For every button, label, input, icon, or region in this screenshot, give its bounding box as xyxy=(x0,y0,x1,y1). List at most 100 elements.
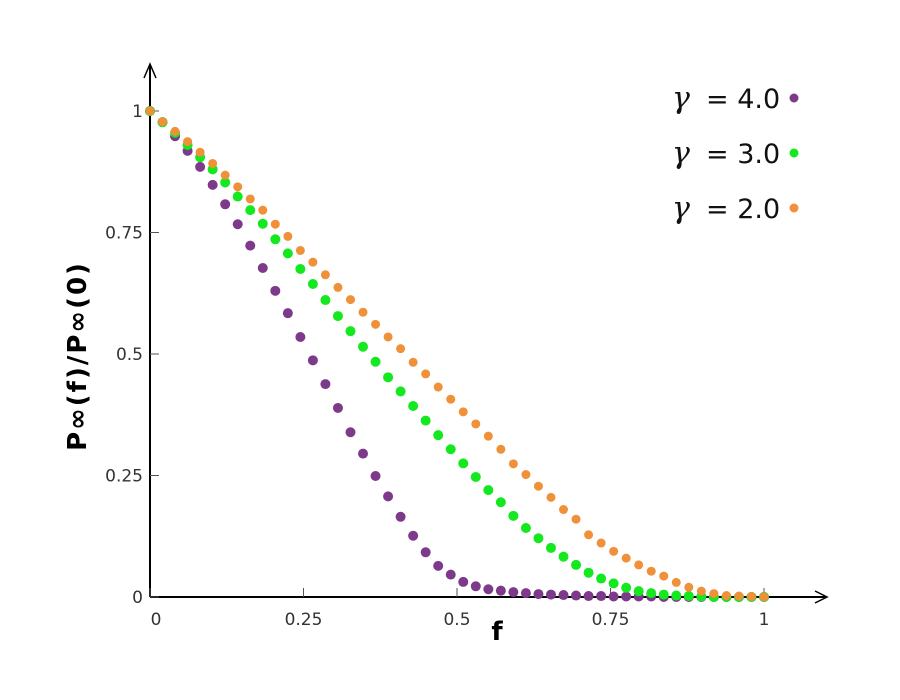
y-tick-label: 0.5 xyxy=(116,345,143,365)
data-point xyxy=(621,553,631,563)
legend-gamma-symbol: γ xyxy=(672,136,690,171)
data-point xyxy=(646,566,656,576)
data-point xyxy=(458,407,468,417)
data-point xyxy=(208,158,218,168)
data-point xyxy=(320,379,331,390)
data-point xyxy=(257,218,268,229)
data-point xyxy=(495,585,506,596)
data-point xyxy=(496,444,506,454)
data-point xyxy=(270,285,281,296)
data-point xyxy=(433,560,444,571)
data-point xyxy=(571,559,582,570)
data-point xyxy=(283,231,293,241)
data-point xyxy=(683,591,694,602)
data-point xyxy=(396,344,406,354)
data-point xyxy=(633,586,644,597)
data-point xyxy=(470,471,481,482)
data-point xyxy=(558,551,569,562)
legend-gamma-symbol: γ xyxy=(672,191,690,226)
data-point xyxy=(383,491,394,502)
legend-label: = 2.0 xyxy=(706,194,780,225)
data-point xyxy=(533,481,543,491)
data-point xyxy=(270,219,280,229)
data-point xyxy=(520,588,531,599)
data-point xyxy=(358,448,369,459)
y-axis-label: P∞(f)/P∞(0) xyxy=(63,261,93,451)
data-point xyxy=(583,567,594,578)
data-point xyxy=(446,394,456,404)
data-point xyxy=(508,459,518,469)
data-point xyxy=(571,590,582,601)
data-point xyxy=(721,591,731,601)
data-point xyxy=(508,587,519,598)
data-point xyxy=(583,591,594,602)
data-point xyxy=(609,546,619,556)
data-point xyxy=(345,326,356,337)
data-point xyxy=(220,199,231,210)
data-point xyxy=(621,582,632,593)
data-point xyxy=(371,319,381,329)
data-point xyxy=(559,505,569,515)
data-point xyxy=(584,530,594,540)
data-point xyxy=(671,577,681,587)
legend-item: γ = 4.0 xyxy=(672,81,799,116)
legend-marker-icon xyxy=(789,93,799,103)
data-point xyxy=(445,569,456,580)
x-axis-arrow-icon xyxy=(814,590,829,604)
legend-item: γ = 2.0 xyxy=(672,191,799,226)
data-point xyxy=(383,372,394,383)
data-point xyxy=(370,470,381,481)
legend-item: γ = 3.0 xyxy=(672,136,799,171)
data-point xyxy=(596,538,606,548)
x-tick-label: 0.25 xyxy=(285,610,323,630)
data-point xyxy=(358,307,368,317)
data-point xyxy=(596,573,607,584)
data-point xyxy=(270,234,281,245)
data-point xyxy=(332,311,343,322)
data-point xyxy=(759,592,769,602)
y-tick-label: 0 xyxy=(132,588,143,608)
data-point xyxy=(170,126,180,136)
data-point xyxy=(333,282,343,292)
data-point xyxy=(258,205,268,215)
data-point xyxy=(257,262,268,273)
data-point xyxy=(558,590,569,601)
x-tick-label: 0.75 xyxy=(592,610,630,630)
data-point xyxy=(195,147,205,157)
data-point xyxy=(358,341,369,352)
data-point xyxy=(420,547,431,558)
data-point xyxy=(458,576,469,587)
data-point xyxy=(395,386,406,397)
legend-marker-icon xyxy=(789,203,799,213)
legend-label: = 3.0 xyxy=(706,139,780,170)
data-point xyxy=(483,584,494,595)
data-point xyxy=(232,191,243,202)
data-point xyxy=(608,578,619,589)
y-tick-label: 0.25 xyxy=(105,467,143,487)
data-point xyxy=(383,332,393,342)
series-1 xyxy=(145,106,769,602)
data-point xyxy=(233,182,243,192)
data-point xyxy=(508,510,519,521)
data-point xyxy=(658,589,669,600)
data-point xyxy=(282,248,293,259)
data-point xyxy=(433,382,443,392)
data-point xyxy=(495,497,506,508)
data-point xyxy=(521,470,531,480)
data-point xyxy=(458,458,469,469)
data-point xyxy=(295,263,306,274)
data-point xyxy=(220,177,231,188)
data-point xyxy=(483,485,494,496)
data-point xyxy=(684,582,694,592)
data-point xyxy=(696,586,706,596)
x-tick-label: 0.5 xyxy=(443,610,470,630)
data-point xyxy=(332,402,343,413)
y-axis-arrow-icon xyxy=(143,62,157,79)
y-tick-label: 1 xyxy=(132,102,143,122)
data-point xyxy=(345,295,355,305)
data-point xyxy=(207,179,218,190)
data-point xyxy=(307,355,318,366)
data-point xyxy=(195,161,206,172)
data-point xyxy=(320,295,331,306)
